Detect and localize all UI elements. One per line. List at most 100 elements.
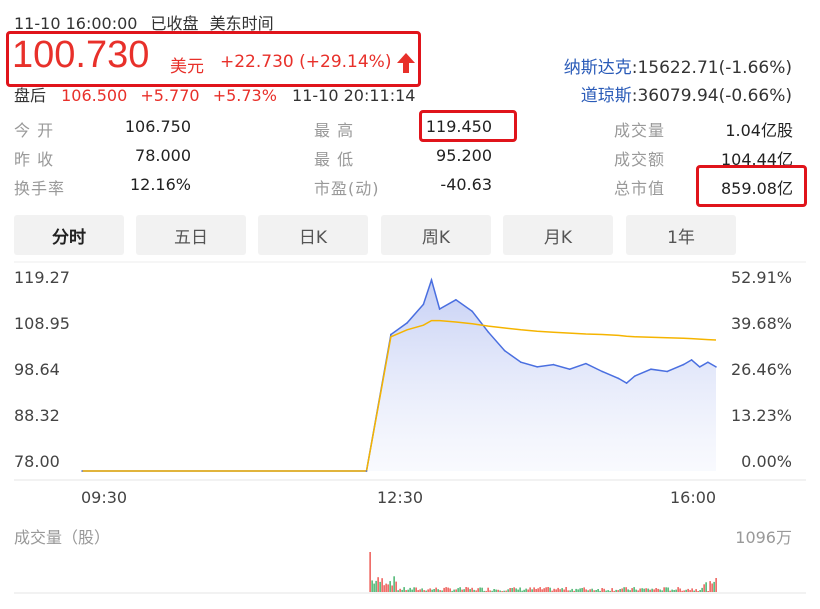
- x-axis-label: 09:30: [81, 488, 128, 507]
- volume-bar: [461, 589, 463, 592]
- stat-high-value: 119.450: [425, 117, 492, 136]
- volume-bar: [715, 578, 717, 592]
- y-left-label: 108.95: [14, 314, 70, 333]
- stat-volume-value: 1.04亿股: [725, 121, 793, 140]
- y-left-label: 88.32: [14, 406, 60, 425]
- volume-bar: [431, 589, 433, 592]
- price-point: [585, 362, 587, 365]
- volume-bar: [567, 590, 569, 592]
- volume-bar: [707, 591, 709, 592]
- volume-bar: [597, 589, 599, 592]
- price-point: [715, 366, 717, 368]
- y-right-label: 13.23%: [730, 406, 792, 425]
- volume-bar: [499, 590, 501, 592]
- volume-bar: [601, 588, 603, 592]
- index-dow[interactable]: 道琼斯:36079.94(-0.66%): [581, 81, 792, 106]
- stat-high-label: 最 高: [314, 121, 355, 140]
- volume-bar: [685, 589, 687, 592]
- volume-bar: [607, 590, 609, 592]
- tab-weekly-k[interactable]: 周K: [381, 215, 491, 255]
- y-right-label: 39.68%: [730, 314, 792, 333]
- volume-bar: [373, 583, 375, 592]
- index-value: :36079.94(-0.66%): [631, 86, 792, 106]
- tab-monthly-k[interactable]: 月K: [503, 215, 613, 255]
- y-right-label: 26.46%: [730, 360, 792, 379]
- volume-bar: [635, 589, 637, 592]
- volume-bar: [691, 588, 693, 592]
- stat-marketcap-label: 总市值: [614, 179, 666, 198]
- volume-bar: [591, 588, 593, 592]
- price-point: [617, 377, 620, 380]
- volume-bar: [713, 581, 715, 592]
- volume-bar: [545, 587, 547, 592]
- volume-bar: [469, 589, 471, 592]
- price-point: [601, 370, 604, 373]
- price-point: [365, 470, 368, 472]
- volume-bar: [695, 589, 697, 592]
- tab-five-day[interactable]: 五日: [136, 215, 246, 255]
- market-status: 已收盘: [150, 14, 199, 33]
- volume-bar: [575, 588, 577, 592]
- volume-bar: [613, 590, 615, 592]
- volume-bar: [641, 588, 643, 592]
- y-left-label: 98.64: [14, 360, 60, 379]
- price-point: [520, 361, 522, 364]
- price-point: [455, 298, 457, 301]
- volume-bar: [447, 587, 449, 592]
- volume-bar: [369, 552, 371, 592]
- price-point: [698, 366, 701, 368]
- price-point: [568, 368, 571, 370]
- volume-bar: [467, 587, 469, 592]
- volume-bar: [429, 588, 431, 592]
- tab-daily-k[interactable]: 日K: [258, 215, 368, 255]
- average-price-line: [82, 319, 717, 472]
- volume-bar: [665, 587, 667, 592]
- price-change: +22.730 (+29.14%): [220, 52, 391, 72]
- volume-bar: [417, 590, 419, 592]
- after-hours-pct: +5.73%: [212, 86, 277, 105]
- volume-bar: [625, 587, 627, 592]
- volume-bar: [669, 590, 671, 592]
- volume-bar: [559, 589, 561, 592]
- tab-one-year[interactable]: 1年: [626, 215, 736, 255]
- after-hours-row: 盘后 106.500 +5.770 +5.73% 11-10 20:11:14: [14, 82, 415, 106]
- volume-bar: [491, 590, 493, 592]
- volume-bar: [471, 587, 473, 592]
- change-value: +22.730: [220, 52, 294, 72]
- volume-bar: [465, 587, 467, 592]
- volume-bar: [653, 589, 655, 592]
- stat-prevclose-value: 78.000: [135, 146, 191, 165]
- volume-bar: [443, 587, 445, 592]
- volume-bar: [673, 590, 675, 592]
- price-point: [438, 308, 441, 310]
- index-name[interactable]: 道琼斯: [580, 86, 632, 106]
- stat-turnover-label: 换手率: [14, 179, 66, 198]
- volume-bar: [595, 590, 597, 592]
- index-nasdaq[interactable]: 纳斯达克:15622.71(-1.66%): [564, 53, 792, 78]
- stat-prevclose-label: 昨 收: [14, 150, 55, 169]
- volume-bar: [551, 590, 553, 592]
- up-arrow-icon: [397, 53, 415, 73]
- volume-bar: [705, 582, 707, 592]
- volume-bar: [623, 587, 625, 592]
- volume-bar: [511, 588, 513, 592]
- volume-bar: [421, 588, 423, 592]
- volume-bar: [569, 590, 571, 592]
- volume-bar: [479, 587, 481, 592]
- volume-bar: [621, 588, 623, 592]
- volume-bar: [681, 590, 683, 592]
- stat-open-value: 106.750: [124, 117, 191, 136]
- index-name[interactable]: 纳斯达克: [563, 58, 632, 78]
- volume-bar: [399, 588, 401, 592]
- volume-bar: [401, 589, 403, 592]
- tab-intraday[interactable]: 分时: [14, 215, 124, 255]
- volume-bar: [643, 588, 645, 592]
- volume-bar: [403, 587, 405, 592]
- volume-bar: [677, 587, 679, 592]
- stat-low-label: 最 低: [314, 150, 355, 169]
- volume-bar: [599, 590, 601, 592]
- volume-bar: [657, 588, 659, 592]
- volume-bar: [649, 589, 651, 592]
- volume-bar: [371, 580, 373, 592]
